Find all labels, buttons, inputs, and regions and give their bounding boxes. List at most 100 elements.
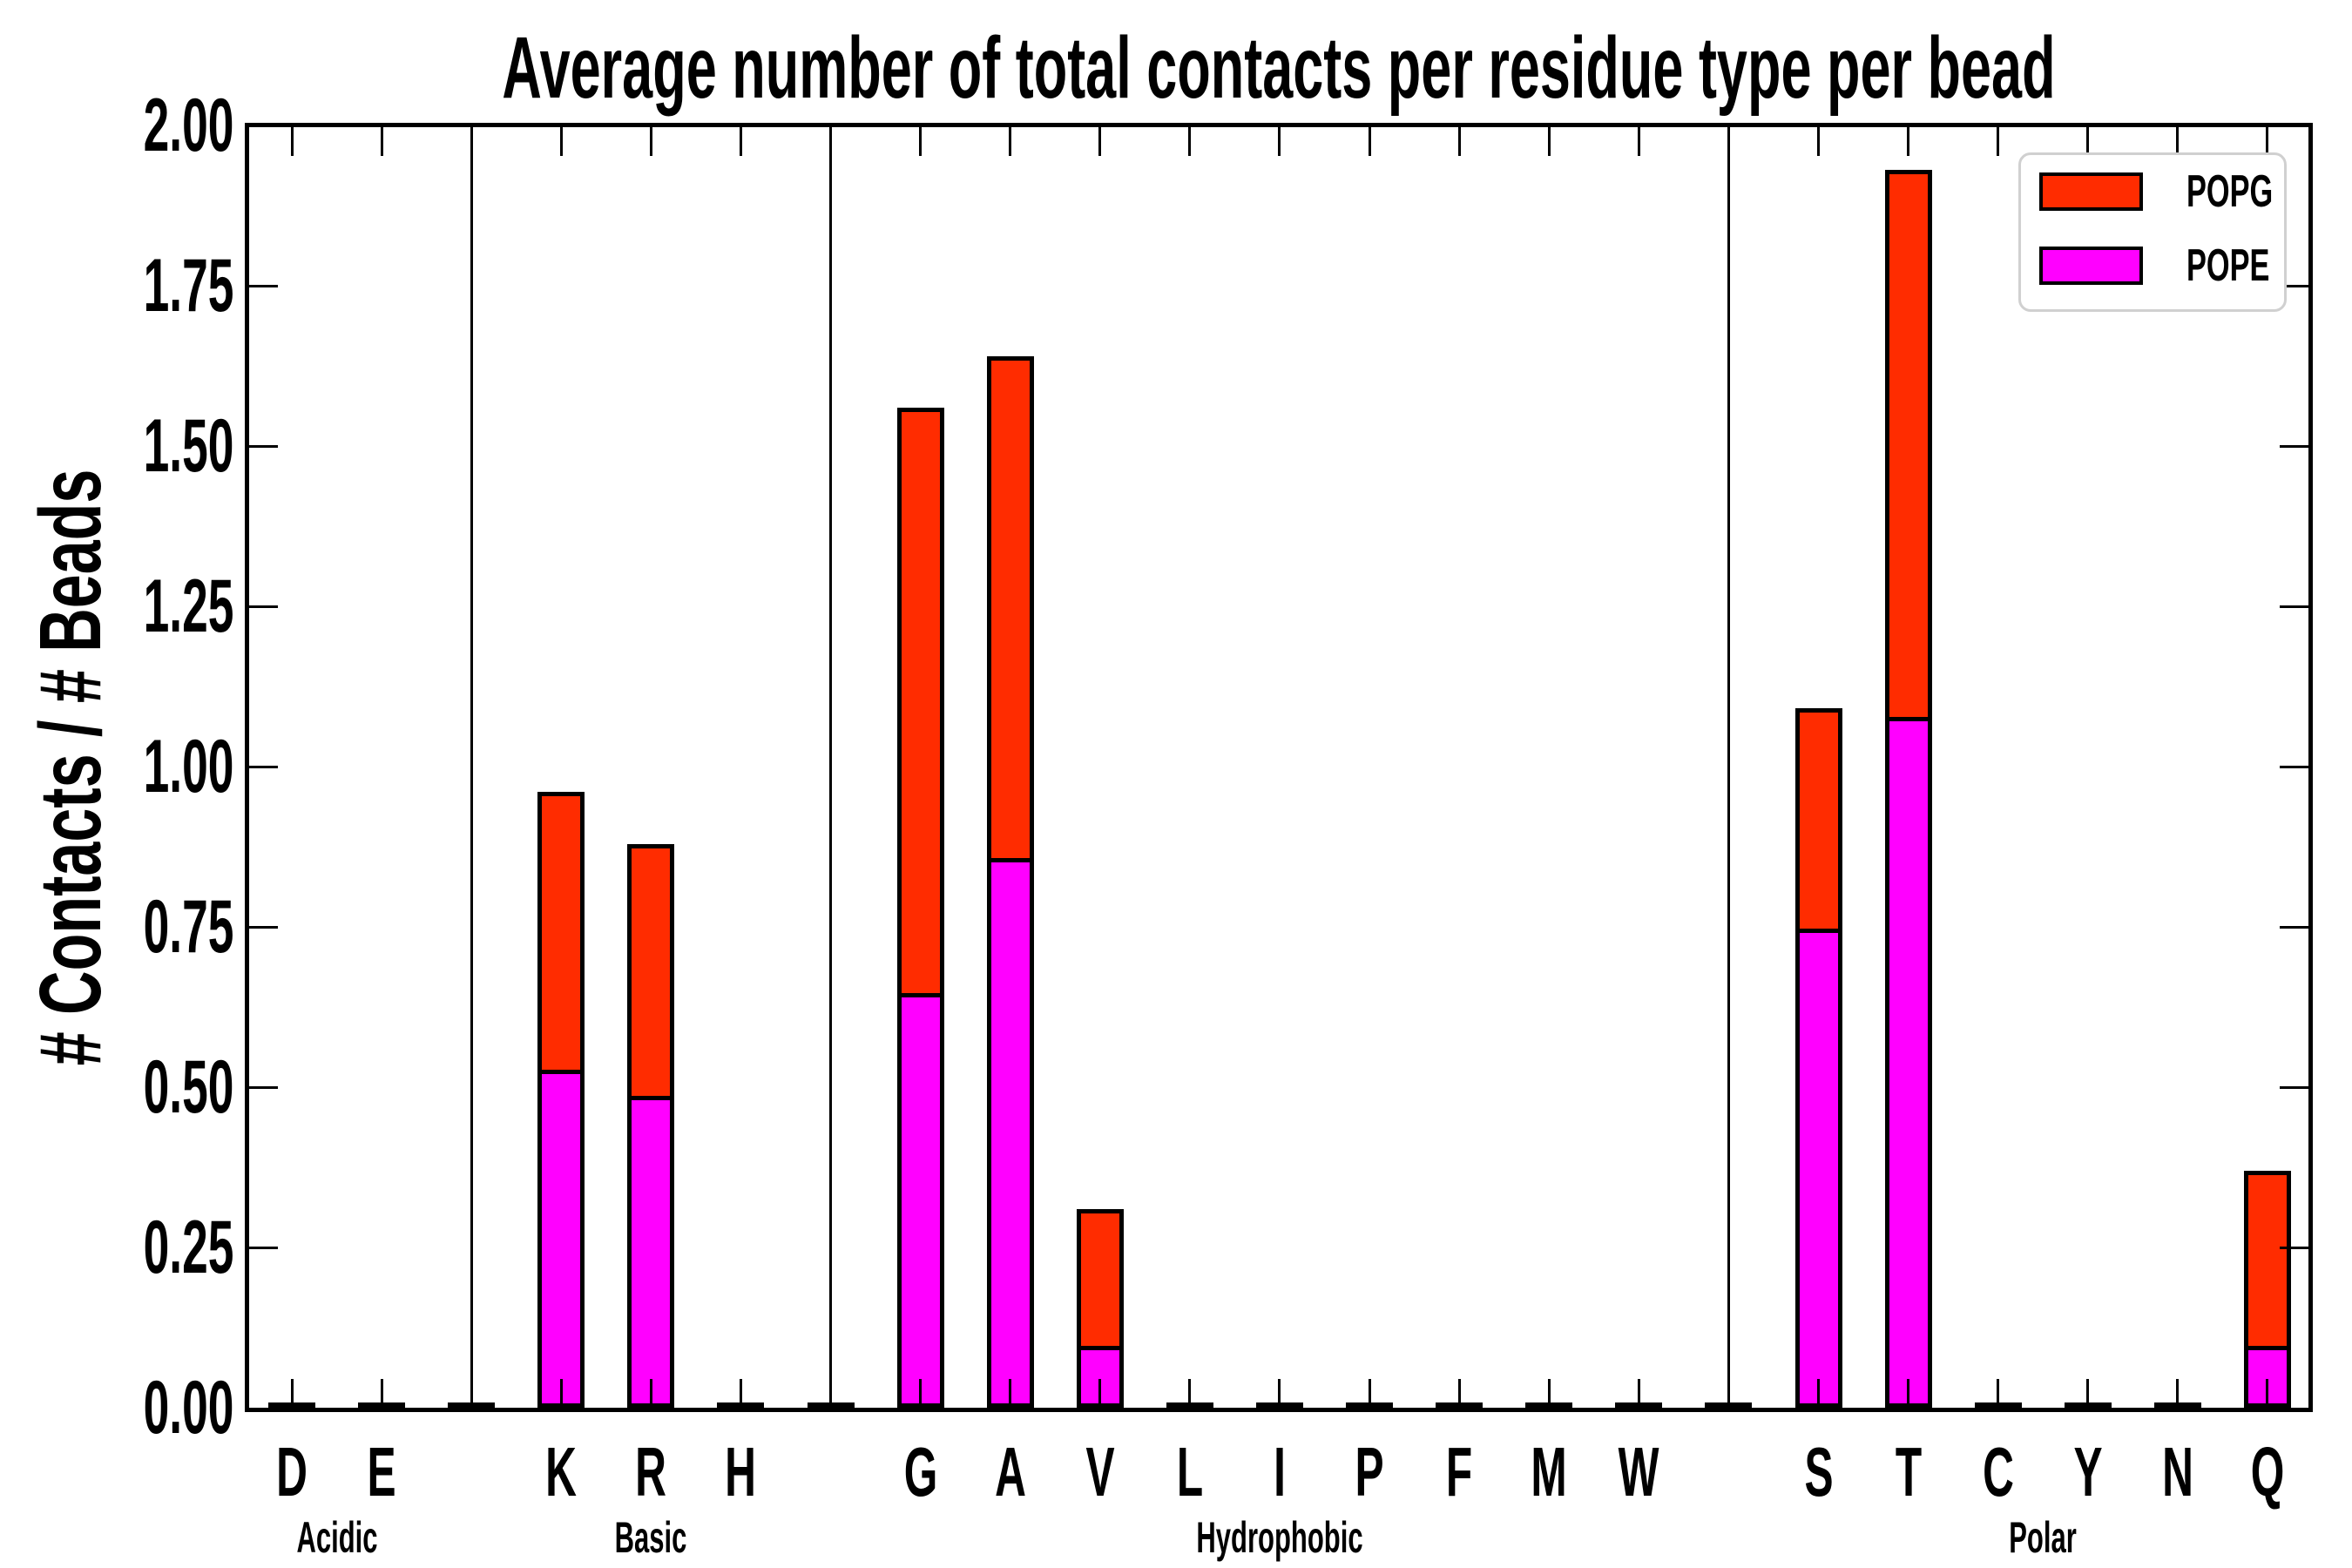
- group-separator: [1727, 127, 1730, 1408]
- bar-K-popg: [537, 792, 585, 1074]
- x-tick-label-V-text: V: [1085, 1433, 1115, 1511]
- x-tick-label-S: S: [1795, 1437, 1842, 1507]
- x-tick-bottom-D: [290, 1379, 294, 1408]
- x-tick-bottom-L: [1188, 1379, 1192, 1408]
- x-tick-label-E: E: [358, 1437, 404, 1507]
- x-tick-bottom-F: [1457, 1379, 1461, 1408]
- y-tick-left: [249, 925, 278, 929]
- y-tick-left: [249, 605, 278, 608]
- group-label-polar-text: Polar: [2009, 1513, 2078, 1562]
- y-tick-label-1.75: 1.75: [88, 248, 233, 323]
- x-tick-label-G: G: [894, 1437, 948, 1507]
- x-tick-label-R-text: R: [635, 1433, 667, 1511]
- y-tick-right: [2280, 765, 2308, 768]
- x-tick-label-W-text: W: [1618, 1433, 1659, 1511]
- x-tick-bottom-N: [2176, 1379, 2180, 1408]
- y-tick-left: [249, 284, 278, 287]
- bar-V-popg: [1076, 1209, 1124, 1350]
- x-tick-label-Q: Q: [2240, 1437, 2295, 1507]
- y-tick-label-1.00: 1.00: [88, 729, 233, 804]
- x-tick-bottom-P: [1368, 1379, 1371, 1408]
- y-tick-right: [2280, 1085, 2308, 1089]
- legend-label-popg: POPG: [2186, 166, 2274, 217]
- x-tick-label-N: N: [2153, 1437, 2203, 1507]
- group-label-acidic-text: Acidic: [296, 1513, 378, 1562]
- x-tick-label-D-text: D: [276, 1433, 308, 1511]
- x-tick-label-F-text: F: [1446, 1433, 1473, 1511]
- group-label-hydrophobic: Hydrophobic: [1146, 1516, 1414, 1559]
- y-tick-label-1.50-text: 1.50: [143, 404, 233, 488]
- group-label-hydrophobic-text: Hydrophobic: [1196, 1513, 1363, 1562]
- x-tick-label-C: C: [1973, 1437, 2024, 1507]
- bar-A-pope: [986, 862, 1034, 1408]
- x-tick-bottom-I: [1278, 1379, 1281, 1408]
- bar-S-popg: [1794, 708, 1842, 933]
- x-tick-label-L-text: L: [1176, 1433, 1204, 1511]
- bar-G-popg: [896, 408, 944, 997]
- x-tick-top-L: [1188, 127, 1192, 156]
- legend: POPG POPE: [2018, 152, 2287, 312]
- x-tick-label-M-text: M: [1531, 1433, 1567, 1511]
- y-tick-label-0.00: 0.00: [88, 1370, 233, 1445]
- bar-A-popg: [986, 356, 1034, 862]
- y-tick-left: [249, 765, 278, 768]
- x-tick-top-M: [1547, 127, 1551, 156]
- x-tick-bottom-W: [1637, 1379, 1640, 1408]
- y-tick-label-2.00-text: 2.00: [143, 84, 233, 167]
- y-tick-label-0.75: 0.75: [88, 889, 233, 964]
- x-tick-label-Y: Y: [2065, 1437, 2111, 1507]
- bar-T-pope: [1884, 721, 1932, 1408]
- x-tick-top-F: [1457, 127, 1461, 156]
- x-tick-label-D: D: [267, 1437, 317, 1507]
- x-tick-top-Y: [2086, 127, 2090, 156]
- x-tick-top-G: [919, 127, 923, 156]
- y-tick-label-1.25-text: 1.25: [143, 564, 233, 648]
- x-tick-bottom-K: [559, 1379, 563, 1408]
- x-tick-top-V: [1098, 127, 1102, 156]
- x-tick-label-H-text: H: [725, 1433, 757, 1511]
- y-tick-left: [249, 1246, 278, 1249]
- x-tick-bottom-Y: [2086, 1379, 2090, 1408]
- x-tick-top-W: [1637, 127, 1640, 156]
- x-tick-label-I: I: [1270, 1437, 1289, 1507]
- y-tick-label-1.25: 1.25: [88, 569, 233, 644]
- bar-T-popg: [1884, 170, 1932, 721]
- legend-label-pope: POPE: [2186, 240, 2270, 291]
- x-tick-label-Q-text: Q: [2250, 1433, 2285, 1511]
- popg-swatch: [2039, 172, 2143, 211]
- y-tick-left: [249, 444, 278, 448]
- x-tick-bottom-A: [1009, 1379, 1012, 1408]
- chart-title: Average number of total contacts per res…: [46, 24, 2352, 112]
- x-tick-label-K: K: [536, 1437, 586, 1507]
- y-tick-label-0.50-text: 0.50: [143, 1045, 233, 1129]
- y-tick-label-0.25: 0.25: [88, 1210, 233, 1285]
- x-tick-bottom-R: [649, 1379, 652, 1408]
- x-tick-label-A-text: A: [994, 1433, 1026, 1511]
- x-tick-label-N-text: N: [2161, 1433, 2193, 1511]
- group-label-basic: Basic: [593, 1516, 709, 1559]
- group-label-acidic: Acidic: [272, 1516, 402, 1559]
- x-tick-bottom-Q: [2266, 1379, 2269, 1408]
- x-tick-label-Y-text: Y: [2073, 1433, 2103, 1511]
- pope-swatch: [2039, 247, 2143, 285]
- x-tick-top-P: [1368, 127, 1371, 156]
- x-tick-label-P-text: P: [1355, 1433, 1384, 1511]
- x-tick-label-V: V: [1077, 1437, 1123, 1507]
- bar-G-pope: [896, 997, 944, 1408]
- y-tick-label-0.75-text: 0.75: [143, 885, 233, 969]
- bar-R-pope: [627, 1100, 675, 1408]
- x-tick-bottom-M: [1547, 1379, 1551, 1408]
- y-tick-label-1.00-text: 1.00: [143, 725, 233, 808]
- group-separator: [470, 127, 473, 1408]
- x-tick-label-I-text: I: [1274, 1433, 1286, 1511]
- x-tick-label-W: W: [1606, 1437, 1673, 1507]
- chart-title-text: Average number of total contacts per res…: [502, 19, 2056, 117]
- y-tick-label-0.50: 0.50: [88, 1050, 233, 1125]
- x-tick-bottom-T: [1907, 1379, 1910, 1408]
- x-tick-top-A: [1009, 127, 1012, 156]
- y-tick-label-2.00: 2.00: [88, 88, 233, 163]
- y-tick-right: [2280, 444, 2308, 448]
- x-tick-top-K: [559, 127, 563, 156]
- x-tick-label-H: H: [716, 1437, 767, 1507]
